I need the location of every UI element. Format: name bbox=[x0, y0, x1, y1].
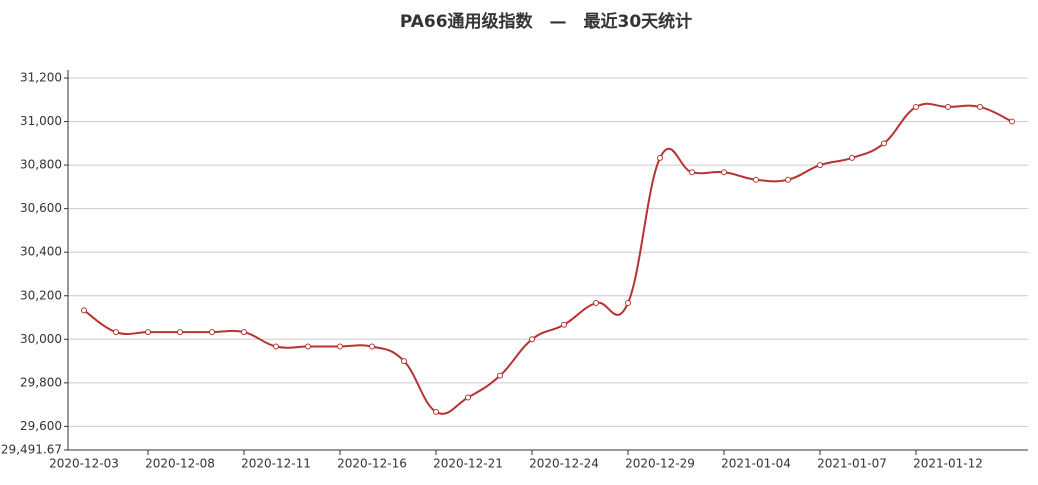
point bbox=[401, 358, 407, 365]
point bbox=[817, 162, 823, 169]
point bbox=[721, 169, 727, 176]
y-tick-label: 30,800 bbox=[20, 158, 62, 172]
point bbox=[945, 103, 951, 110]
point bbox=[913, 103, 919, 110]
x-tick-label: 2020-12-11 bbox=[241, 457, 311, 471]
y-tick-label: 30,000 bbox=[20, 332, 62, 346]
point bbox=[369, 343, 375, 350]
x-tick-label: 2020-12-29 bbox=[625, 457, 695, 471]
x-tick-label: 2020-12-03 bbox=[49, 457, 119, 471]
point bbox=[593, 299, 599, 306]
point bbox=[561, 321, 567, 328]
point bbox=[273, 343, 279, 350]
point bbox=[753, 176, 759, 183]
series-line bbox=[83, 102, 1013, 415]
chart-title: PA66通用级指数 — 最近30天统计 bbox=[400, 11, 692, 32]
y-tick-label: 29,600 bbox=[20, 419, 62, 433]
point bbox=[977, 103, 983, 110]
x-tick-label: 2020-12-21 bbox=[433, 457, 503, 471]
point bbox=[1009, 118, 1015, 125]
point bbox=[145, 329, 151, 336]
x-tick-label: 2021-01-07 bbox=[817, 457, 887, 471]
point bbox=[465, 394, 471, 401]
point bbox=[433, 408, 439, 415]
point bbox=[209, 329, 215, 336]
point bbox=[849, 154, 855, 161]
point bbox=[785, 176, 791, 183]
point bbox=[881, 140, 887, 147]
point bbox=[529, 336, 535, 343]
y-tick-label: 30,600 bbox=[20, 201, 62, 215]
x-tick-label: 2020-12-16 bbox=[337, 457, 407, 471]
x-tick-label: 2020-12-24 bbox=[529, 457, 599, 471]
point bbox=[337, 343, 343, 350]
point bbox=[113, 329, 119, 336]
point bbox=[625, 299, 631, 306]
x-tick-label: 2020-12-08 bbox=[145, 457, 215, 471]
point bbox=[177, 329, 183, 336]
point bbox=[657, 154, 663, 161]
y-tick-label: 31,000 bbox=[20, 114, 62, 128]
y-tick-label: 29,800 bbox=[20, 375, 62, 389]
y-tick-label: 31,200 bbox=[20, 71, 62, 85]
y-tick-label: 29,491.67 bbox=[1, 443, 62, 457]
point bbox=[241, 329, 247, 336]
x-tick-label: 2021-01-04 bbox=[721, 457, 791, 471]
y-tick-label: 30,400 bbox=[20, 245, 62, 259]
y-tick-label: 30,200 bbox=[20, 288, 62, 302]
x-tick-label: 2021-01-12 bbox=[913, 457, 983, 471]
point bbox=[305, 343, 311, 350]
point bbox=[81, 307, 87, 314]
point bbox=[497, 372, 503, 379]
point bbox=[689, 169, 695, 176]
